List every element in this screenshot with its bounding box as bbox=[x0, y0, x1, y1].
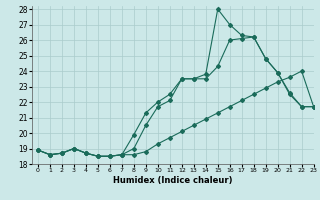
X-axis label: Humidex (Indice chaleur): Humidex (Indice chaleur) bbox=[113, 176, 233, 185]
